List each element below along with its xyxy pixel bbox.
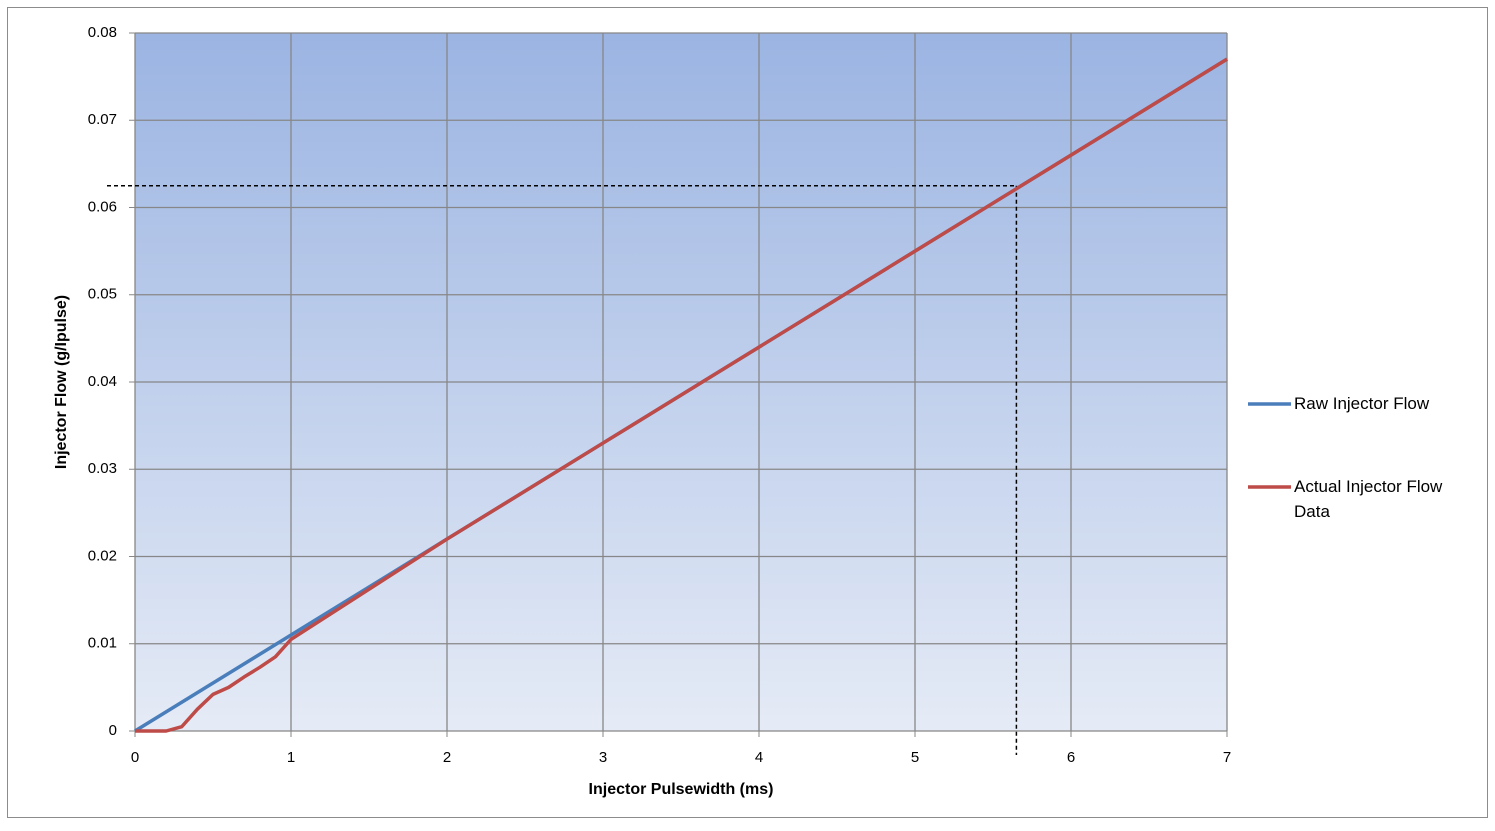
x-axis-title: Injector Pulsewidth (ms)	[589, 781, 774, 798]
y-tick-label: 0.02	[88, 547, 117, 564]
y-tick-label: 0	[109, 722, 117, 739]
x-tick-label: 7	[1223, 749, 1231, 766]
x-tick-label: 0	[131, 749, 139, 766]
x-tick-label: 4	[755, 749, 763, 766]
x-tick-label: 6	[1067, 749, 1075, 766]
y-tick-label: 0.07	[88, 111, 117, 128]
y-tick-label: 0.04	[88, 373, 117, 390]
y-tick-label: 0.01	[88, 635, 117, 652]
y-tick-label: 0.05	[88, 286, 117, 303]
y-tick-label: 0.03	[88, 460, 117, 477]
x-tick-label: 2	[443, 749, 451, 766]
legend-label: Actual Injector Flow Data	[1294, 477, 1443, 521]
y-tick-label: 0.08	[88, 24, 117, 41]
y-tick-label: 0.06	[88, 198, 117, 215]
legend-label: Raw Injector Flow	[1294, 394, 1430, 413]
x-tick-label: 3	[599, 749, 607, 766]
series-line	[135, 57, 1228, 733]
x-tick-label: 5	[911, 749, 919, 766]
y-axis-title: Injector Flow (g/Ipulse)	[53, 295, 70, 469]
x-tick-label: 1	[287, 749, 295, 766]
